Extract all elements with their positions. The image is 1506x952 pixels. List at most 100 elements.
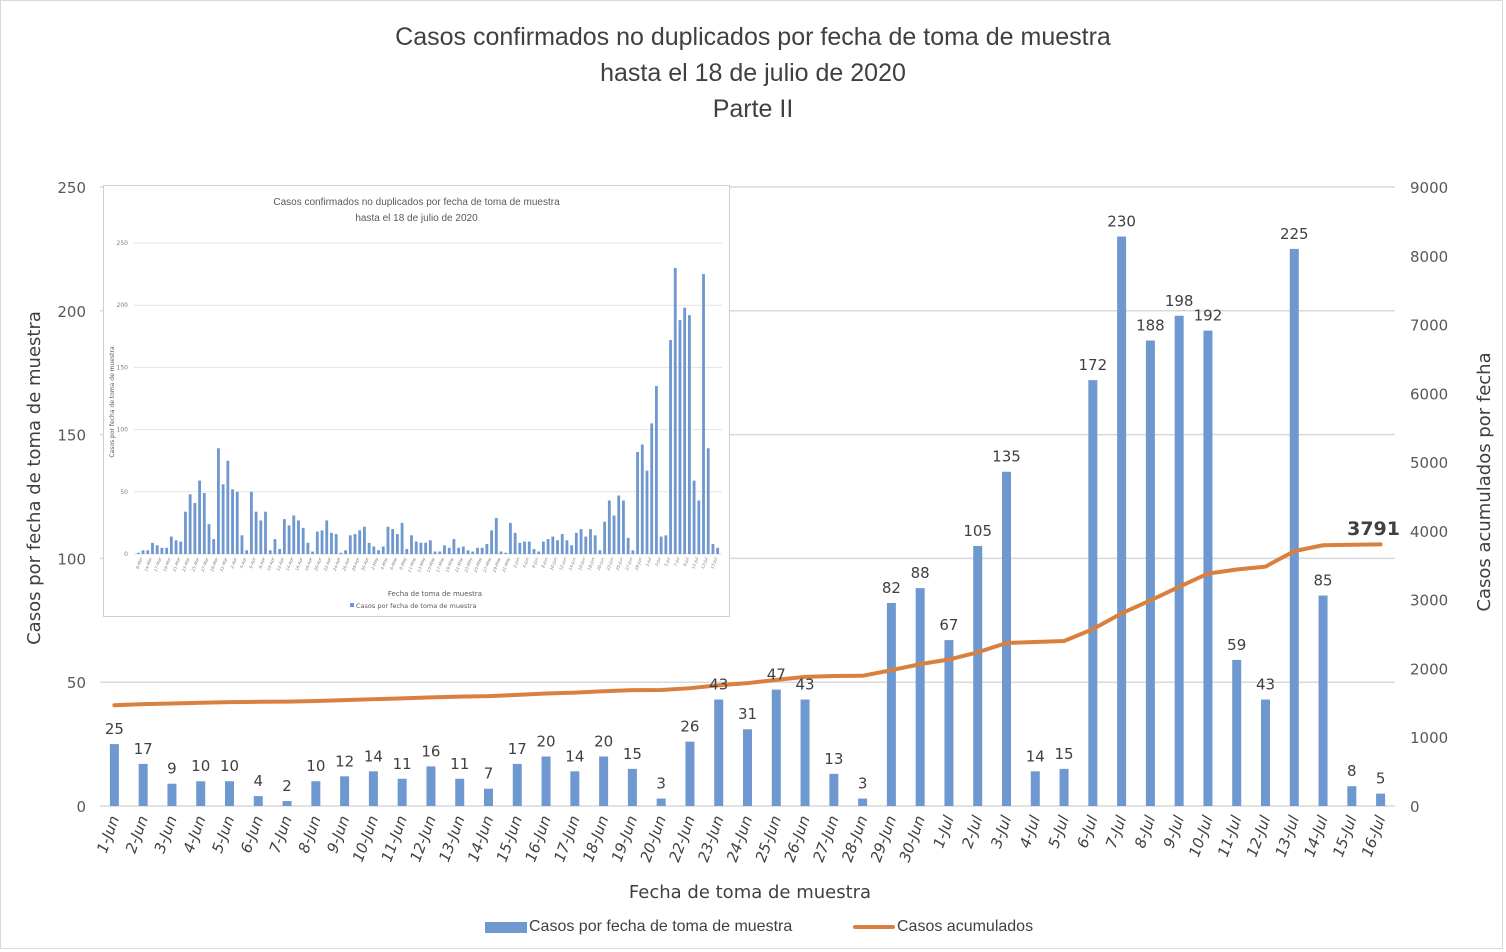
- inset-bar: [217, 448, 220, 554]
- inset-bar: [202, 493, 206, 554]
- inset-bar: [565, 540, 569, 554]
- inset-x-tick-label: 25-May: [473, 556, 483, 573]
- bar: [397, 778, 407, 806]
- bar: [282, 801, 292, 806]
- legend: Casos por fecha de toma de muestra Casos…: [0, 918, 1506, 942]
- line-series: [112, 542, 1383, 708]
- inset-bar: [622, 500, 625, 554]
- bar-data-label: 2: [282, 777, 292, 795]
- inset-x-tick-label: 20-Apr: [313, 556, 323, 571]
- x-tick-label: 4-Jun: [179, 813, 209, 855]
- inset-chart: Casos confirmados no duplicados por fech…: [103, 185, 730, 617]
- bar-data-label: 16: [421, 742, 440, 760]
- inset-x-tick-label: 23-Mar: [181, 556, 191, 572]
- inset-bar: [607, 500, 611, 554]
- inset-x-tick-label: 9-Mar: [135, 556, 144, 569]
- inset-bar: [146, 550, 150, 554]
- x-tick-label: 1-Jun: [93, 813, 123, 855]
- inset-x-tick-label: 8-Jun: [540, 556, 548, 568]
- y2-tick-label: 9000: [1410, 179, 1448, 197]
- inset-x-tick-label: 11-Jul: [691, 556, 700, 570]
- inset-bar: [546, 539, 550, 554]
- inset-x-tick-label: 23-May: [463, 556, 473, 573]
- inset-bar: [226, 460, 230, 554]
- x-tick-label: 14-Jul: [1300, 812, 1332, 859]
- inset-x-tick-label: 2-Apr: [229, 556, 238, 569]
- inset-x-tick-label: 14-Apr: [285, 556, 295, 571]
- inset-x-tick-label: 4-Jun: [521, 556, 529, 568]
- inset-x-tick-label: 6-Jun: [531, 556, 539, 568]
- inset-bar: [650, 423, 654, 554]
- x-tick-label: 5-Jul: [1045, 812, 1074, 850]
- legend-bar-label: Casos por fecha de toma de muestra: [529, 918, 793, 935]
- bar-data-label: 15: [623, 745, 642, 763]
- bar: [1261, 699, 1270, 806]
- x-tick-label: 9-Jul: [1160, 812, 1189, 850]
- bar-data-label: 10: [220, 757, 239, 775]
- bar: [368, 771, 378, 806]
- x-tick-label: 2-Jun: [122, 813, 152, 855]
- x-tick-label: 5-Jun: [208, 813, 238, 855]
- bar: [167, 783, 177, 806]
- x-tick-label: 3-Jun: [151, 813, 181, 855]
- y-axis-right-ticks: 0 1000 2000 3000 4000 5000 6000 7000 8000 9000: [1410, 179, 1448, 816]
- inset-bar: [476, 547, 479, 554]
- inset-bar: [391, 529, 395, 554]
- bar: [1318, 595, 1328, 806]
- inset-x-tick-label: 19-Mar: [162, 556, 172, 572]
- y2-tick-label: 8000: [1410, 248, 1448, 266]
- inset-bar: [706, 448, 710, 554]
- bar-data-label: 13: [824, 750, 843, 768]
- inset-bar: [136, 552, 140, 554]
- bar: [886, 602, 896, 806]
- inset-bar: [659, 536, 663, 554]
- x-tick-label: 11-Jul: [1214, 812, 1246, 859]
- inset-bar: [692, 480, 696, 554]
- bar-data-label: 43: [709, 676, 728, 694]
- inset-bar: [466, 550, 470, 554]
- inset-bar: [556, 540, 559, 554]
- legend-item-bars[interactable]: Casos por fecha de toma de muestra: [485, 918, 792, 936]
- inset-bar: [292, 515, 296, 554]
- x-axis-label: Fecha de toma de muestra: [629, 882, 871, 903]
- bar-data-label: 172: [1079, 356, 1108, 374]
- legend-line-label: Casos acumulados: [897, 918, 1034, 935]
- bar-data-label: 47: [767, 666, 786, 684]
- inset-x-tick-label: 14-Jun: [568, 556, 577, 571]
- bar-data-label: 198: [1165, 292, 1194, 310]
- inset-bar: [330, 532, 333, 554]
- inset-x-tick-label: 29-Mar: [209, 556, 219, 572]
- bar-data-label: 11: [450, 755, 469, 773]
- inset-y-tick-label: 200: [117, 302, 129, 309]
- y2-tick-label: 6000: [1410, 385, 1448, 403]
- legend-item-line[interactable]: Casos acumulados: [853, 918, 1033, 936]
- x-tick-label: 15-Jul: [1329, 812, 1361, 859]
- bar-data-label: 14: [565, 747, 584, 765]
- y2-tick-label: 1000: [1410, 729, 1448, 747]
- y-tick-label: 250: [57, 179, 86, 197]
- bar-data-label: 9: [167, 760, 177, 778]
- inset-x-tick-label: 27-Mar: [200, 556, 210, 572]
- x-tick-label: 13-Jul: [1272, 812, 1304, 859]
- inset-bar: [254, 511, 258, 554]
- inset-bar: [273, 539, 277, 554]
- bar-data-label: 10: [191, 757, 210, 775]
- inset-bar: [598, 550, 602, 554]
- inset-x-tick-label: 8-Apr: [257, 556, 266, 569]
- inset-bar: [381, 546, 385, 554]
- bar: [541, 756, 551, 806]
- inset-bar: [259, 520, 263, 554]
- inset-bar: [509, 522, 512, 554]
- inset-bar: [212, 539, 216, 554]
- y2-tick-label: 2000: [1410, 660, 1448, 678]
- bar: [1002, 471, 1011, 806]
- inset-bar: [532, 549, 536, 554]
- bar: [1030, 771, 1040, 806]
- inset-bar: [461, 546, 465, 554]
- inset-bar: [287, 525, 291, 554]
- inset-bar: [494, 517, 498, 554]
- bar-data-label: 5: [1376, 770, 1386, 788]
- bar-data-label: 14: [364, 747, 383, 765]
- y2-tick-label: 3000: [1410, 592, 1448, 610]
- inset-bar: [490, 530, 493, 554]
